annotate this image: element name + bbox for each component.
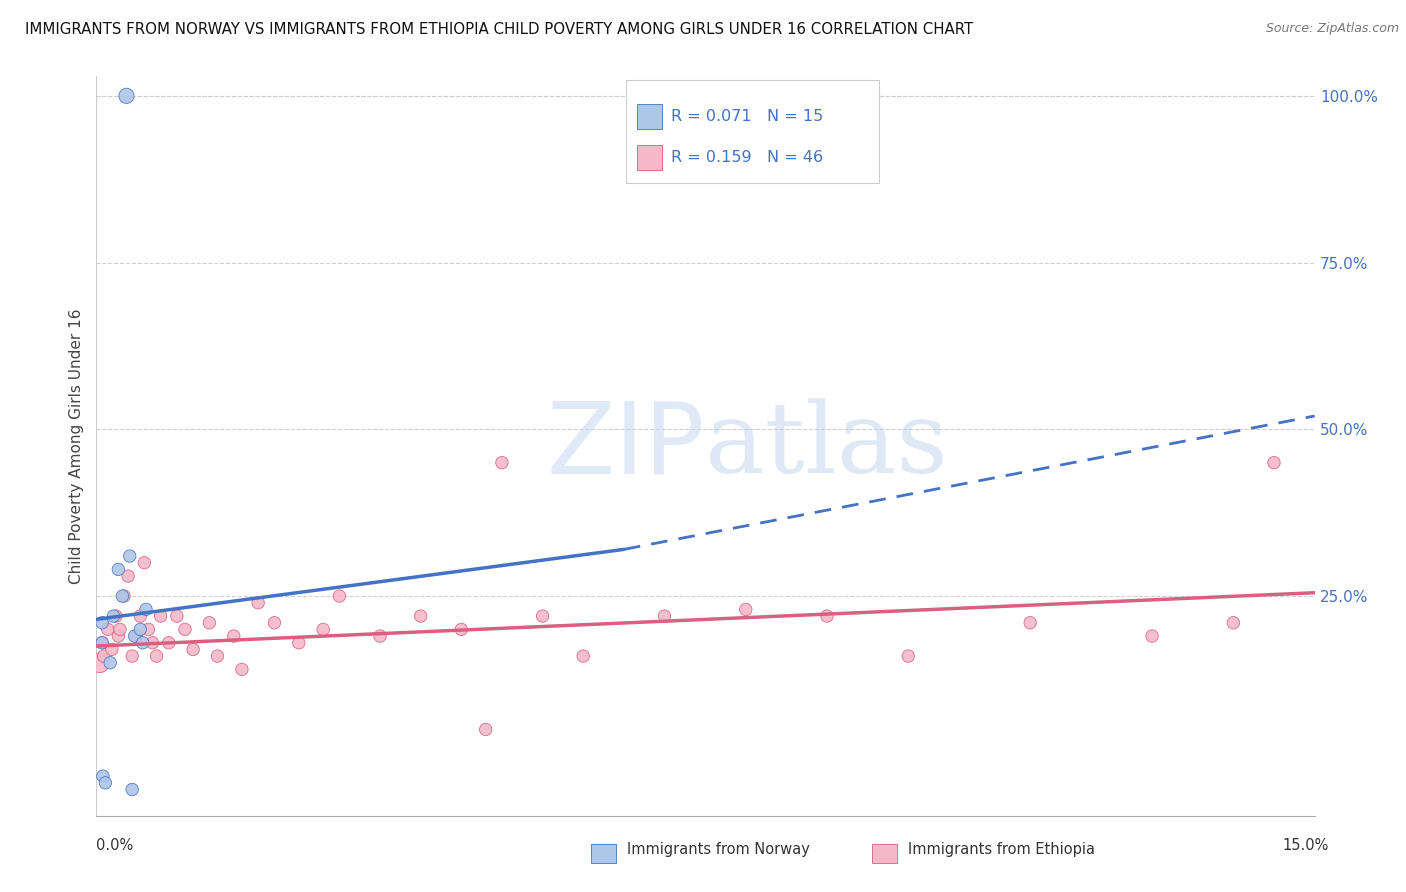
Point bbox=[145, 649, 167, 664]
Point bbox=[897, 649, 920, 664]
Point bbox=[129, 609, 152, 624]
Text: 15.0%: 15.0% bbox=[1282, 838, 1329, 854]
Point bbox=[91, 636, 114, 650]
Point bbox=[111, 589, 134, 603]
Point bbox=[124, 629, 146, 643]
Text: R = 0.071   N = 15: R = 0.071 N = 15 bbox=[671, 109, 823, 124]
Point bbox=[101, 642, 124, 657]
Point bbox=[132, 636, 155, 650]
Point bbox=[135, 602, 157, 616]
Point bbox=[231, 662, 253, 676]
Point bbox=[288, 636, 311, 650]
Point bbox=[93, 649, 115, 664]
Point bbox=[97, 623, 120, 637]
Point bbox=[125, 629, 148, 643]
Point bbox=[98, 656, 121, 670]
Point bbox=[107, 629, 129, 643]
Point bbox=[531, 609, 554, 624]
Point bbox=[450, 623, 472, 637]
Point bbox=[157, 636, 180, 650]
Point bbox=[1140, 629, 1163, 643]
Point bbox=[91, 769, 114, 783]
Point bbox=[103, 609, 125, 624]
Point bbox=[94, 776, 117, 790]
Point bbox=[117, 569, 139, 583]
Text: ZIP: ZIP bbox=[547, 398, 706, 494]
Text: 0.0%: 0.0% bbox=[96, 838, 132, 854]
Point bbox=[409, 609, 432, 624]
Point bbox=[815, 609, 838, 624]
Point bbox=[1222, 615, 1244, 630]
Point bbox=[1019, 615, 1042, 630]
Point bbox=[491, 456, 513, 470]
Point bbox=[108, 623, 131, 637]
Point bbox=[222, 629, 245, 643]
Text: Immigrants from Ethiopia: Immigrants from Ethiopia bbox=[908, 842, 1095, 856]
Text: IMMIGRANTS FROM NORWAY VS IMMIGRANTS FROM ETHIOPIA CHILD POVERTY AMONG GIRLS UND: IMMIGRANTS FROM NORWAY VS IMMIGRANTS FRO… bbox=[25, 22, 973, 37]
Point bbox=[474, 723, 496, 737]
Text: R = 0.159   N = 46: R = 0.159 N = 46 bbox=[671, 150, 823, 165]
Point bbox=[118, 549, 141, 563]
Point bbox=[91, 636, 114, 650]
Point bbox=[174, 623, 197, 637]
Point bbox=[654, 609, 676, 624]
Y-axis label: Child Poverty Among Girls Under 16: Child Poverty Among Girls Under 16 bbox=[69, 309, 84, 583]
Text: Immigrants from Norway: Immigrants from Norway bbox=[627, 842, 810, 856]
Point bbox=[263, 615, 285, 630]
Point bbox=[129, 623, 152, 637]
Point bbox=[121, 782, 143, 797]
Point bbox=[368, 629, 391, 643]
Point bbox=[134, 556, 156, 570]
Point bbox=[91, 615, 114, 630]
Point bbox=[107, 562, 129, 576]
Point bbox=[121, 649, 143, 664]
Point bbox=[198, 615, 221, 630]
Point bbox=[312, 623, 335, 637]
Point bbox=[181, 642, 204, 657]
Point bbox=[138, 623, 160, 637]
Point bbox=[328, 589, 350, 603]
Point bbox=[112, 589, 135, 603]
Point bbox=[141, 636, 163, 650]
Point bbox=[247, 596, 270, 610]
Point bbox=[149, 609, 172, 624]
Point bbox=[207, 649, 229, 664]
Point bbox=[115, 88, 138, 103]
Point bbox=[89, 656, 111, 670]
Point bbox=[734, 602, 756, 616]
Text: Source: ZipAtlas.com: Source: ZipAtlas.com bbox=[1265, 22, 1399, 36]
Text: atlas: atlas bbox=[706, 398, 948, 494]
Point bbox=[104, 609, 127, 624]
Point bbox=[572, 649, 595, 664]
Point bbox=[166, 609, 188, 624]
Point bbox=[1263, 456, 1285, 470]
